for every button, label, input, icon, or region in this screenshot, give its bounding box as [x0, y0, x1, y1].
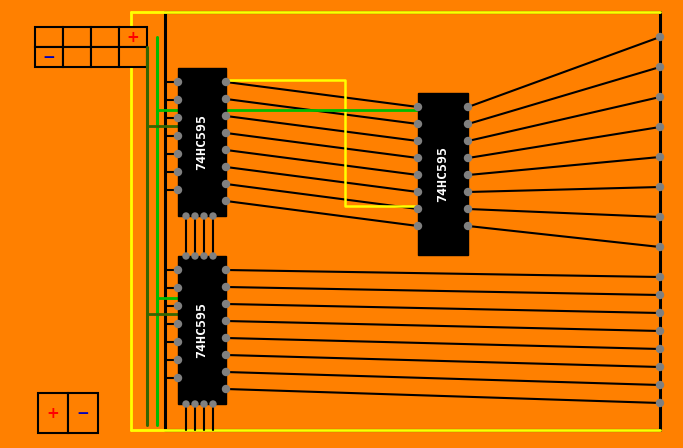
- Circle shape: [174, 320, 182, 327]
- Circle shape: [656, 292, 663, 298]
- Circle shape: [415, 223, 421, 229]
- Circle shape: [210, 253, 216, 259]
- Circle shape: [464, 172, 471, 178]
- Circle shape: [201, 401, 207, 407]
- Text: +: +: [126, 30, 139, 44]
- Circle shape: [223, 181, 229, 188]
- Circle shape: [415, 172, 421, 178]
- Circle shape: [223, 78, 229, 86]
- Circle shape: [656, 94, 663, 100]
- Circle shape: [656, 345, 663, 353]
- Circle shape: [183, 401, 189, 407]
- Text: 74HC595: 74HC595: [195, 302, 208, 358]
- Circle shape: [464, 206, 471, 212]
- Circle shape: [223, 267, 229, 273]
- Circle shape: [174, 267, 182, 273]
- Circle shape: [223, 95, 229, 103]
- Circle shape: [656, 400, 663, 406]
- Circle shape: [174, 151, 182, 158]
- Circle shape: [174, 78, 182, 86]
- Text: −: −: [42, 49, 55, 65]
- Circle shape: [656, 124, 663, 130]
- Circle shape: [656, 382, 663, 388]
- Circle shape: [464, 189, 471, 195]
- Circle shape: [174, 339, 182, 345]
- Circle shape: [656, 34, 663, 40]
- Circle shape: [464, 223, 471, 229]
- Circle shape: [223, 335, 229, 341]
- Circle shape: [656, 214, 663, 220]
- Circle shape: [415, 155, 421, 161]
- Circle shape: [415, 121, 421, 128]
- Circle shape: [174, 357, 182, 363]
- Circle shape: [223, 369, 229, 375]
- Bar: [178, 256, 226, 404]
- Bar: [63, 27, 91, 47]
- Circle shape: [415, 206, 421, 212]
- Circle shape: [174, 96, 182, 103]
- Circle shape: [223, 146, 229, 154]
- Circle shape: [415, 138, 421, 145]
- Circle shape: [174, 284, 182, 292]
- Bar: [63, 47, 91, 67]
- Circle shape: [464, 103, 471, 111]
- Text: 74HC595: 74HC595: [195, 114, 208, 170]
- Circle shape: [223, 164, 229, 171]
- Circle shape: [174, 375, 182, 382]
- Circle shape: [656, 244, 663, 250]
- Circle shape: [201, 213, 207, 219]
- Circle shape: [210, 213, 216, 219]
- Circle shape: [192, 401, 198, 407]
- Circle shape: [464, 121, 471, 128]
- Circle shape: [174, 133, 182, 139]
- Circle shape: [656, 184, 663, 190]
- Bar: [35, 47, 63, 67]
- Bar: [119, 27, 147, 47]
- Circle shape: [174, 115, 182, 121]
- Circle shape: [656, 64, 663, 70]
- Circle shape: [656, 310, 663, 316]
- Bar: [91, 47, 119, 67]
- Circle shape: [223, 385, 229, 392]
- Bar: [38, 393, 68, 433]
- Circle shape: [656, 327, 663, 335]
- Circle shape: [174, 168, 182, 176]
- Circle shape: [174, 186, 182, 194]
- Circle shape: [464, 155, 471, 161]
- Circle shape: [223, 112, 229, 120]
- Circle shape: [183, 213, 189, 219]
- Circle shape: [192, 253, 198, 259]
- Circle shape: [415, 189, 421, 195]
- Text: −: −: [76, 405, 89, 421]
- Circle shape: [223, 284, 229, 290]
- Circle shape: [174, 302, 182, 310]
- Circle shape: [192, 213, 198, 219]
- Circle shape: [415, 103, 421, 111]
- Circle shape: [223, 129, 229, 137]
- Circle shape: [210, 401, 216, 407]
- Bar: [418, 93, 468, 255]
- Circle shape: [201, 253, 207, 259]
- Circle shape: [656, 363, 663, 370]
- Bar: [35, 27, 63, 47]
- Circle shape: [223, 301, 229, 307]
- Bar: [68, 393, 98, 433]
- Text: 74HC595: 74HC595: [436, 146, 449, 202]
- Bar: [178, 68, 226, 216]
- Bar: [91, 27, 119, 47]
- Text: +: +: [46, 405, 59, 421]
- Circle shape: [183, 253, 189, 259]
- Circle shape: [223, 352, 229, 358]
- Circle shape: [656, 154, 663, 160]
- Circle shape: [223, 198, 229, 204]
- Circle shape: [656, 273, 663, 280]
- Circle shape: [464, 138, 471, 145]
- Bar: [119, 47, 147, 67]
- Circle shape: [223, 318, 229, 324]
